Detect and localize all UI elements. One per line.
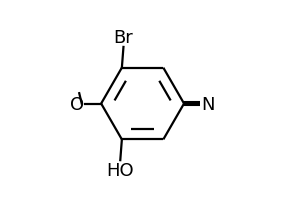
Text: Br: Br [114, 29, 133, 47]
Text: N: N [201, 95, 214, 113]
Text: O: O [70, 95, 84, 113]
Text: HO: HO [106, 161, 134, 179]
